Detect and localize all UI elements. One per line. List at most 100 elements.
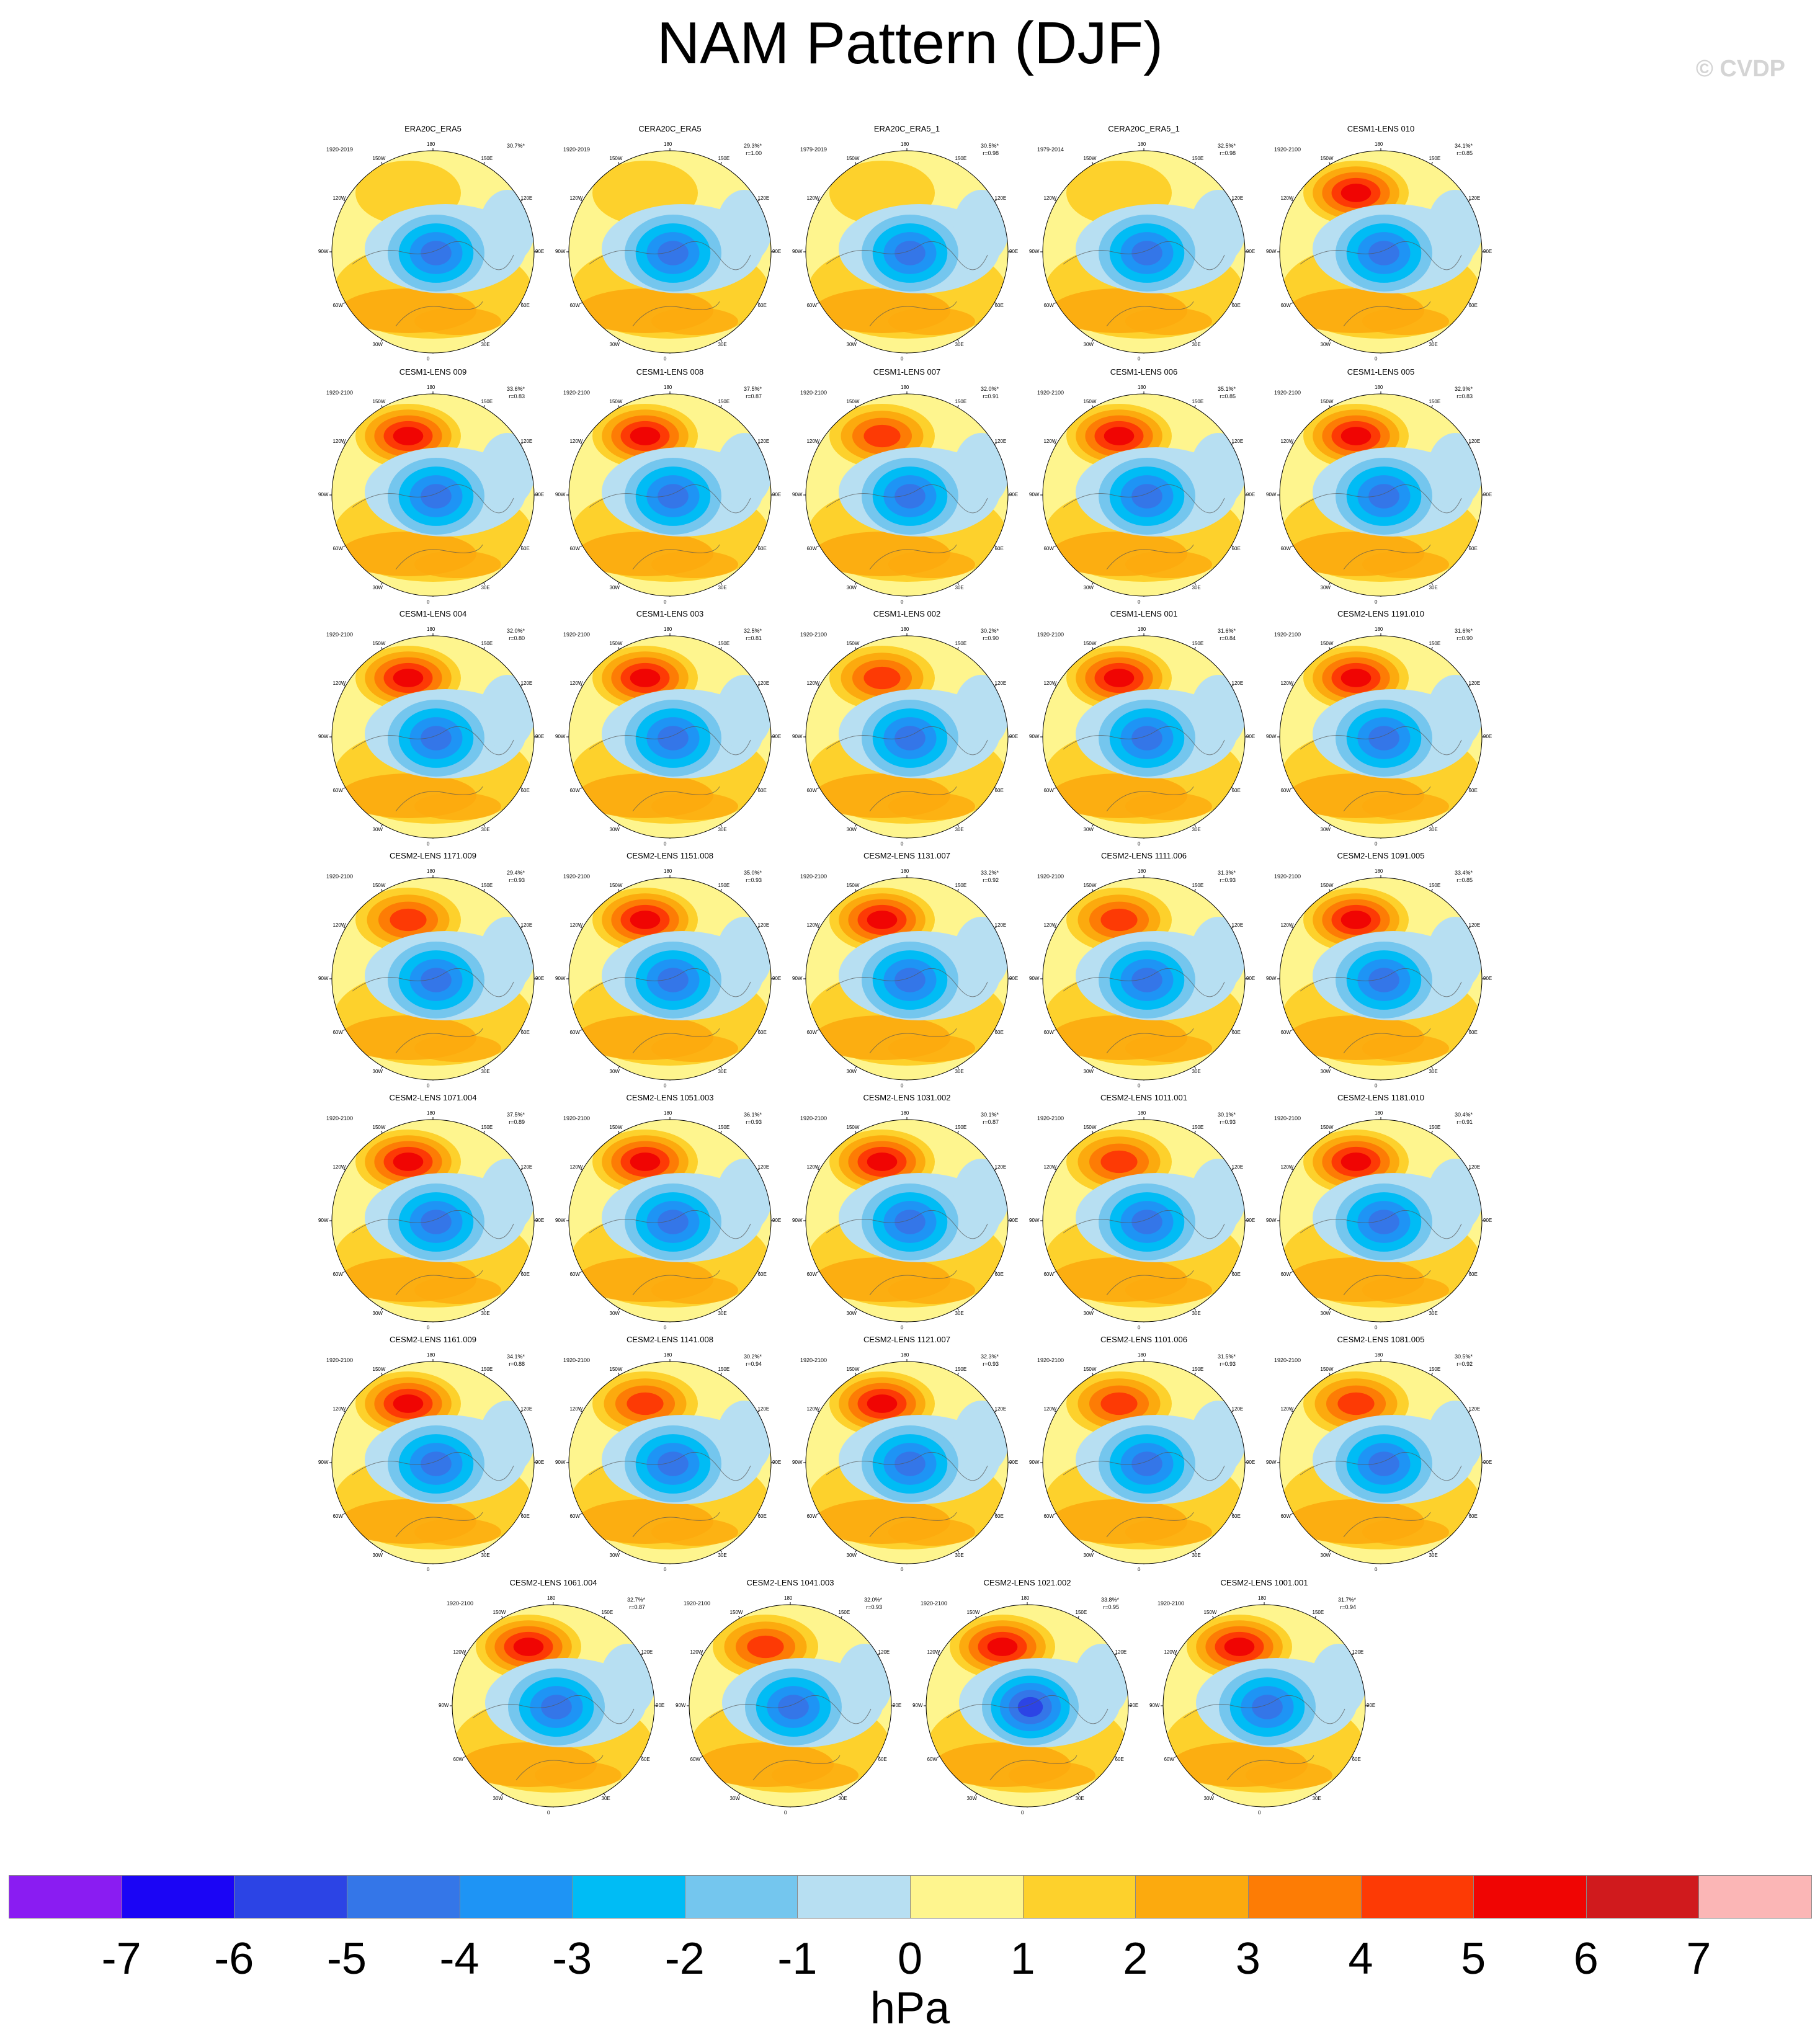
longitude-label: 30E <box>718 1068 727 1074</box>
panel-variance: 32.0%* <box>863 1597 882 1603</box>
panel-pattern-correlation: r=0.89 <box>509 1119 525 1125</box>
panel-pattern-correlation: r=0.93 <box>509 877 525 883</box>
longitude-label: 120W <box>1280 680 1294 686</box>
longitude-label: 0 <box>1138 1567 1141 1572</box>
longitude-label: 180 <box>901 868 909 874</box>
panel-period: 1920-2100 <box>1274 146 1301 153</box>
longitude-label: 90E <box>1483 1460 1492 1465</box>
longitude-label: 180 <box>664 868 672 874</box>
map-panel: ERA20C_ERA5_1 1979-2019 30.5%* r=0.98 180 150… <box>792 124 1019 362</box>
longitude-label: 180 <box>1375 626 1383 632</box>
longitude-label: 30W <box>846 1310 857 1316</box>
longitude-label: 30E <box>1192 341 1201 347</box>
longitude-label: 30E <box>481 1552 490 1558</box>
longitude-label: 120E <box>520 1164 533 1170</box>
polar-stereographic-map <box>1277 391 1484 597</box>
colorbar-tick-label: 3 <box>1235 1934 1260 1984</box>
longitude-label: 180 <box>784 1595 793 1601</box>
longitude-label: 120E <box>1231 1406 1244 1412</box>
longitude-label: 90E <box>1130 1703 1139 1708</box>
longitude-label: 0 <box>427 1083 430 1089</box>
panel-title: CESM2-LENS 1021.002 <box>983 1578 1071 1587</box>
longitude-label: 60W <box>453 1756 463 1762</box>
longitude-label: 180 <box>547 1595 556 1601</box>
longitude-label: 0 <box>1138 841 1141 847</box>
longitude-label: 150W <box>1083 1125 1097 1131</box>
longitude-label: 60W <box>569 1271 580 1277</box>
colorbar-swatch <box>234 1875 347 1919</box>
longitude-label: 60W <box>569 545 580 551</box>
panel-variance: 30.2%* <box>980 628 999 634</box>
longitude-label: 120W <box>332 1406 346 1412</box>
longitude-label: 150W <box>1203 1610 1217 1616</box>
colorbar-tick-label: 5 <box>1461 1934 1486 1984</box>
panel-title: CESM1-LENS 009 <box>399 367 467 377</box>
panel-period: 1920-2100 <box>684 1600 711 1607</box>
longitude-label: 0 <box>427 841 430 847</box>
panel-period: 1920-2100 <box>563 631 591 638</box>
longitude-label: 120W <box>806 922 820 928</box>
longitude-label: 60E <box>994 1271 1004 1277</box>
map-panel: CESM2-LENS 1071.004 1920-2100 37.5%* r=0.89… <box>318 1093 545 1331</box>
longitude-label: 0 <box>427 1325 430 1331</box>
longitude-label: 60W <box>1043 302 1054 308</box>
panel-title: CESM2-LENS 1091.005 <box>1337 851 1425 860</box>
longitude-label: 180 <box>664 1110 672 1116</box>
panel-title: ERA20C_ERA5 <box>404 124 462 133</box>
panel-title: CERA20C_ERA5 <box>638 124 702 133</box>
longitude-label: 120W <box>806 1164 820 1170</box>
map-panel: CESM1-LENS 005 1920-2100 32.9%* r=0.83 180 15… <box>1266 367 1492 605</box>
colorbar-tick-label: -6 <box>214 1934 254 1984</box>
longitude-label: 150E <box>1192 1366 1204 1373</box>
longitude-label: 150E <box>481 156 493 162</box>
longitude-label: 90W <box>1266 1218 1277 1223</box>
longitude-label: 150E <box>1429 156 1441 162</box>
panel-variance: 30.1%* <box>1217 1112 1236 1118</box>
longitude-label: 30E <box>481 341 490 347</box>
colorbar-swatch <box>797 1875 911 1919</box>
longitude-label: 90E <box>1246 1218 1256 1223</box>
longitude-label: 30E <box>1429 826 1438 832</box>
panel-period: 1920-2100 <box>800 873 827 880</box>
longitude-label: 120W <box>569 922 583 928</box>
longitude-label: 30E <box>1192 826 1201 832</box>
polar-stereographic-map <box>1040 1117 1247 1322</box>
map-panel: CESM2-LENS 1191.010 1920-2100 31.6%* r=0.90… <box>1266 609 1492 847</box>
longitude-label: 90W <box>1029 1218 1040 1223</box>
longitude-label: 120W <box>332 680 346 686</box>
longitude-label: 60W <box>1280 302 1291 308</box>
longitude-label: 90W <box>1029 492 1040 497</box>
panel-variance: 31.6%* <box>1217 628 1236 634</box>
longitude-label: 60E <box>994 1029 1004 1035</box>
longitude-label: 180 <box>901 385 909 390</box>
longitude-label: 60E <box>1468 1513 1478 1519</box>
longitude-label: 60W <box>806 1513 817 1519</box>
panel-pattern-correlation: r=0.87 <box>629 1604 645 1610</box>
colorbar-swatch <box>910 1875 1024 1919</box>
longitude-label: 30E <box>718 1310 727 1316</box>
longitude-label: 30E <box>718 341 727 347</box>
longitude-label: 30W <box>372 1068 383 1074</box>
longitude-label: 30E <box>955 1552 964 1558</box>
polar-stereographic-map <box>1277 1117 1484 1322</box>
panel-title: CESM2-LENS 1181.010 <box>1337 1093 1424 1102</box>
longitude-label: 120E <box>1231 438 1244 444</box>
map-panel: ERA20C_ERA5 1920-2019 30.7%* 180 150E 120E 90E… <box>318 124 545 362</box>
longitude-label: 150E <box>481 1366 493 1373</box>
map-panel: CESM1-LENS 004 1920-2100 32.0%* r=0.80 180 15… <box>318 609 545 847</box>
longitude-label: 60W <box>806 787 817 793</box>
longitude-label: 120E <box>757 1406 770 1412</box>
map-panel: CESM2-LENS 1131.007 1920-2100 33.2%* r=0.92… <box>792 851 1019 1089</box>
longitude-label: 90W <box>318 734 329 739</box>
panel-pattern-correlation: r=0.93 <box>1220 1361 1236 1367</box>
longitude-label: 60E <box>757 1029 767 1035</box>
longitude-label: 180 <box>427 1352 435 1358</box>
longitude-label: 30E <box>1429 341 1438 347</box>
panel-pattern-correlation: r=0.84 <box>1220 635 1236 641</box>
colorbar-tick-label: 2 <box>1123 1934 1148 1984</box>
longitude-label: 90E <box>1246 249 1256 254</box>
map-panel: CERA20C_ERA5_1 1979-2014 32.5%* r=0.98 180 15… <box>1029 124 1256 362</box>
longitude-label: 150E <box>955 883 967 889</box>
longitude-label: 90E <box>772 492 782 497</box>
panel-variance: 32.0%* <box>980 386 999 392</box>
